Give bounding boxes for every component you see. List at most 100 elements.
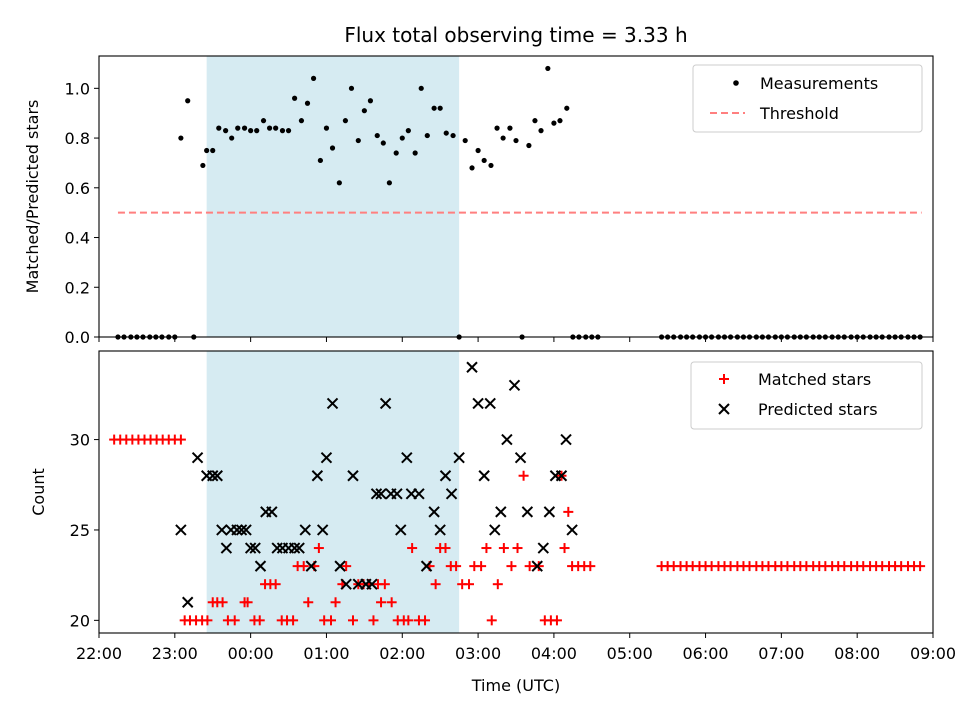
bottom-axes-frame xyxy=(98,350,934,634)
bottom-y-tick-label: 30 xyxy=(70,431,90,450)
matched-star-point xyxy=(524,561,535,572)
measurement-point xyxy=(348,85,355,91)
bottom-legend: Matched stars Predicted stars xyxy=(690,361,923,430)
x-tick-label: 04:00 xyxy=(531,644,577,663)
measurement-point xyxy=(564,105,570,111)
matched-star-point xyxy=(563,506,574,517)
predicted-star-point xyxy=(347,470,359,482)
x-axis-label: Time (UTC) xyxy=(471,676,560,695)
top-y-tick-label: 0.4 xyxy=(65,229,90,248)
matched-stars-points xyxy=(109,434,926,626)
predicted-star-point xyxy=(428,506,440,518)
measurement-point xyxy=(399,135,405,141)
predicted-star-point xyxy=(531,560,543,572)
bottom-legend-box xyxy=(690,361,923,430)
predicted-star-point xyxy=(235,524,248,536)
measurement-point xyxy=(437,105,443,111)
bottom-y-tick-label: 20 xyxy=(70,611,90,630)
matched-star-point xyxy=(303,597,314,608)
matched-star-point xyxy=(498,543,509,554)
predicted-star-point xyxy=(207,470,219,482)
predicted-star-point xyxy=(472,397,484,410)
legend-measurement-marker xyxy=(733,80,739,86)
predicted-star-point xyxy=(182,596,194,608)
matched-star-point xyxy=(440,543,451,554)
predicted-star-point xyxy=(316,524,329,536)
predicted-star-point xyxy=(175,524,187,536)
matched-star-point xyxy=(481,543,492,554)
predicted-star-point xyxy=(501,433,513,446)
predicted-star-point xyxy=(191,451,204,464)
matched-star-point xyxy=(242,597,253,608)
matched-star-point xyxy=(326,615,337,626)
bottom-y-axis-label: Count xyxy=(29,468,48,516)
matched-star-point xyxy=(486,615,497,626)
matched-star-point xyxy=(407,543,418,554)
top-panel: 0.0 0.2 0.4 0.6 0.8 1.0 Matched/Predicted sta… xyxy=(23,55,934,347)
measurement-point xyxy=(178,135,184,141)
measurement-point xyxy=(185,98,191,104)
measurement-point xyxy=(494,125,500,131)
predicted-star-point xyxy=(216,524,228,536)
legend-threshold-label: Threshold xyxy=(759,104,839,123)
x-tick-label: 00:00 xyxy=(228,644,274,663)
top-legend-box xyxy=(692,64,923,133)
predicted-star-point xyxy=(293,542,305,554)
matched-star-point xyxy=(559,543,570,554)
matched-star-point xyxy=(463,579,474,590)
predicted-star-point xyxy=(514,451,527,464)
matched-star-point xyxy=(533,561,544,572)
measurement-point xyxy=(424,132,430,139)
x-tick-label: 01:00 xyxy=(303,644,349,663)
measurement-point xyxy=(204,147,210,154)
matched-star-point xyxy=(430,579,441,590)
matched-star-point xyxy=(341,561,352,572)
top-y-tick-label: 0.2 xyxy=(65,278,90,297)
predicted-star-point xyxy=(334,560,346,572)
measurement-point xyxy=(462,137,468,144)
predicted-star-point xyxy=(266,506,278,518)
measurement-point xyxy=(557,118,563,124)
measurement-point xyxy=(304,100,311,106)
top-axis-ticks: 0.0 0.2 0.4 0.6 0.8 1.0 xyxy=(65,79,934,347)
predicted-stars-points xyxy=(175,361,578,608)
measurement-point xyxy=(532,118,538,124)
predicted-star-point xyxy=(370,488,383,500)
measurement-point xyxy=(254,128,260,134)
matched-star-point xyxy=(551,615,562,626)
bottom-panel: 20 25 30 22:00 23:00 00:00 01:00 02:00 03:00 04:0… xyxy=(29,350,956,695)
top-y-tick-label: 0.0 xyxy=(65,328,90,347)
measurement-point xyxy=(412,150,418,156)
predicted-star-point xyxy=(311,470,324,482)
predicted-star-point xyxy=(453,451,465,464)
matched-star-point xyxy=(270,579,281,590)
bottom-y-tick-label: 25 xyxy=(70,521,90,540)
predicted-star-point xyxy=(326,397,339,410)
measurement-point xyxy=(513,137,519,144)
predicted-star-point xyxy=(220,542,233,554)
matched-star-point xyxy=(298,561,309,572)
matched-star-point xyxy=(368,615,379,626)
legend-plus-glyph xyxy=(719,374,729,384)
measurement-point xyxy=(450,132,456,139)
predicted-star-point xyxy=(391,488,403,500)
predicted-star-point xyxy=(484,397,496,410)
predicted-star-point xyxy=(254,560,267,572)
measurement-point xyxy=(431,105,437,111)
measurement-point xyxy=(342,118,349,124)
predicted-star-point xyxy=(249,542,261,554)
predicted-star-point xyxy=(521,506,534,518)
measurement-point xyxy=(367,98,374,104)
matched-star-point xyxy=(330,597,341,608)
top-y-axis-label: Matched/Predicted stars xyxy=(23,100,42,294)
measurement-point xyxy=(386,180,392,186)
predicted-star-point xyxy=(537,542,550,554)
measurement-point xyxy=(298,118,305,124)
x-tick-label: 07:00 xyxy=(758,644,804,663)
predicted-star-point xyxy=(466,361,478,373)
matched-star-point xyxy=(229,615,240,626)
x-tick-label: 22:00 xyxy=(76,644,122,663)
measurement-point xyxy=(336,180,342,186)
legend-matched-label: Matched stars xyxy=(758,370,871,389)
